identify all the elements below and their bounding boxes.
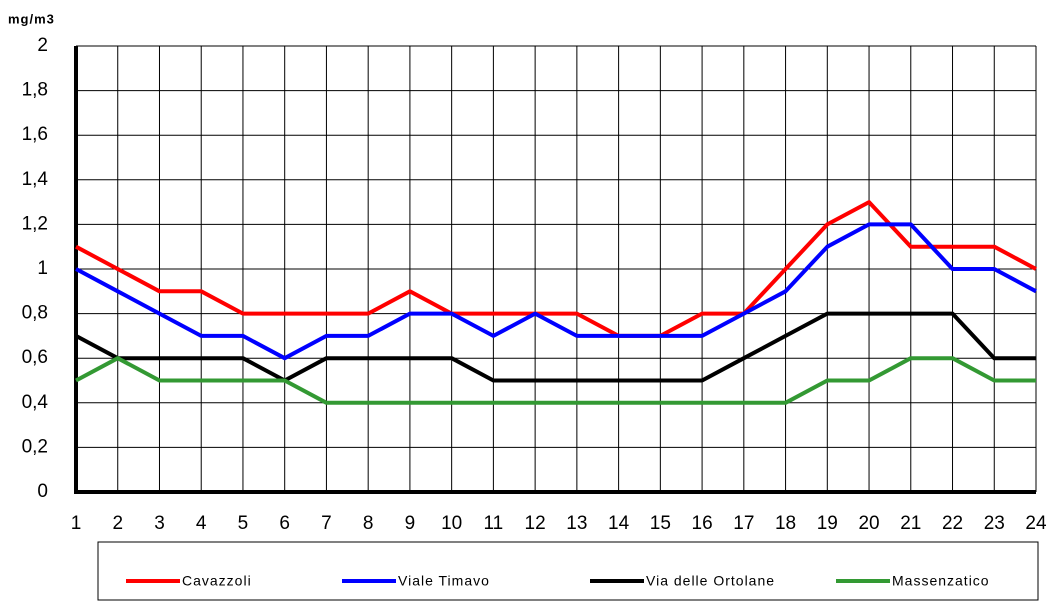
x-tick-label: 22 xyxy=(942,513,963,534)
x-tick-label: 18 xyxy=(775,513,796,534)
legend-box xyxy=(97,541,1039,601)
legend-label: Via delle Ortolane xyxy=(646,573,775,589)
x-tick-label: 8 xyxy=(363,513,374,534)
x-tick-label: 21 xyxy=(900,513,921,534)
y-tick-label: 1,8 xyxy=(22,80,48,101)
series-line xyxy=(75,311,1036,383)
y-tick-label: 1,4 xyxy=(22,169,49,190)
x-tick-label: 13 xyxy=(566,513,587,534)
series-line xyxy=(75,200,1037,338)
x-tick-label: 12 xyxy=(525,513,546,534)
y-tick-label: 1 xyxy=(37,258,48,279)
x-tick-label: 2 xyxy=(112,513,123,534)
legend-label: Massenzatico xyxy=(892,573,990,589)
y-axis-label: mg/m3 xyxy=(8,11,55,26)
x-tick-label: 5 xyxy=(238,513,249,534)
x-tick-label: 24 xyxy=(1025,513,1047,534)
x-tick-label: 11 xyxy=(484,513,504,534)
y-tick-label: 1,2 xyxy=(22,213,48,234)
x-tick-label: 23 xyxy=(984,513,1005,534)
x-tick-label: 3 xyxy=(154,513,165,534)
x-tick-label: 9 xyxy=(405,513,416,534)
y-tick-label: 0,2 xyxy=(22,436,48,457)
x-tick-label: 20 xyxy=(858,513,879,534)
legend-label: Viale Timavo xyxy=(398,573,490,589)
y-tick-label: 0,8 xyxy=(22,303,48,324)
y-tick-label: 0,6 xyxy=(22,347,48,368)
y-tick-label: 0,4 xyxy=(22,392,49,413)
x-tick-label: 17 xyxy=(733,513,754,534)
series-line xyxy=(75,222,1037,361)
x-tick-label: 10 xyxy=(441,513,462,534)
y-tick-label: 0 xyxy=(37,481,48,502)
x-tick-label: 19 xyxy=(817,513,838,534)
x-tick-label: 16 xyxy=(692,513,713,534)
x-tick-label: 4 xyxy=(196,513,207,534)
x-tick-label: 15 xyxy=(650,513,671,534)
x-tick-label: 7 xyxy=(321,513,332,534)
legend-label: Cavazzoli xyxy=(182,573,252,589)
x-tick-label: 6 xyxy=(279,513,290,534)
series-line xyxy=(75,356,1036,405)
x-tick-label: 1 xyxy=(71,513,82,534)
y-tick-label: 1,6 xyxy=(22,124,48,145)
y-tick-label: 2 xyxy=(37,35,48,56)
x-tick-label: 14 xyxy=(608,513,630,534)
